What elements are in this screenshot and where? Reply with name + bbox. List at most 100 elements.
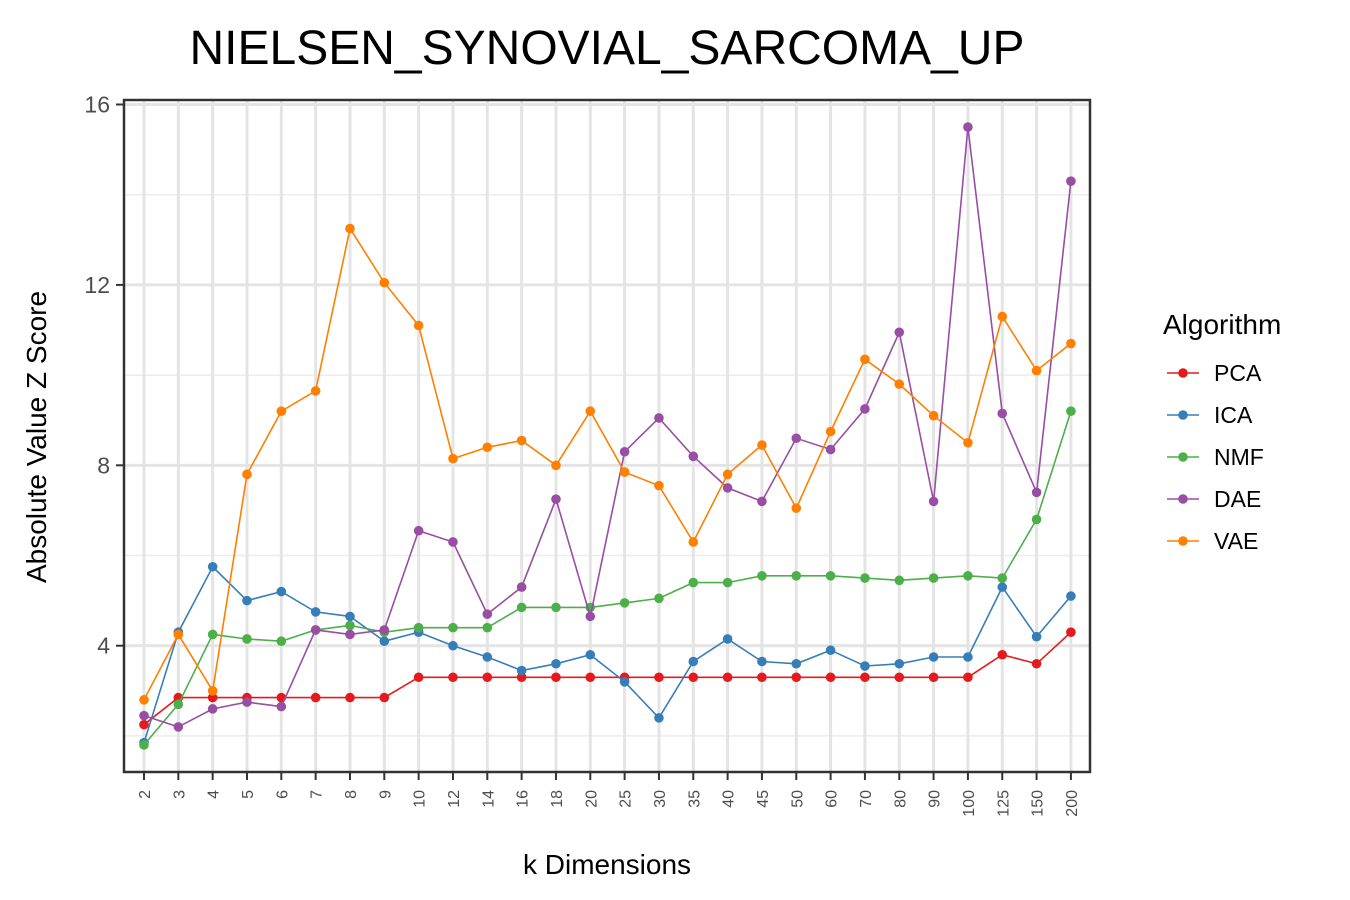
data-point — [516, 665, 527, 676]
data-point — [1031, 658, 1042, 669]
data-point — [791, 433, 802, 444]
data-point — [825, 444, 836, 455]
series-line — [143, 631, 1072, 726]
x-axis-title: k Dimensions — [523, 849, 691, 880]
data-point — [310, 386, 321, 396]
x-tick-label: 80 — [892, 790, 909, 808]
data-point — [379, 692, 390, 703]
data-point — [619, 446, 630, 457]
data-point — [345, 620, 355, 631]
data-point — [722, 634, 733, 644]
x-tick-label: 150 — [1030, 790, 1047, 817]
y-axis-title: Absolute Value Z Score — [21, 291, 52, 583]
data-point — [516, 602, 527, 613]
data-point — [379, 636, 390, 647]
data-point — [688, 537, 699, 547]
data-point — [757, 496, 767, 507]
data-point — [173, 629, 184, 640]
data-point — [482, 622, 493, 633]
data-point — [448, 537, 458, 547]
data-point — [825, 672, 836, 683]
data-point — [619, 676, 630, 687]
x-tick-label: 4 — [206, 790, 223, 799]
data-point — [551, 658, 561, 669]
legend-label: VAE — [1214, 528, 1258, 554]
legend-key-point — [1178, 452, 1188, 462]
data-point — [1066, 176, 1076, 186]
data-point — [963, 437, 973, 448]
legend-item-dae: DAE — [1167, 486, 1261, 512]
legend-key-point — [1178, 368, 1188, 378]
x-tick-label: 25 — [618, 790, 635, 808]
data-point — [242, 697, 252, 707]
x-tick-label: 18 — [549, 790, 566, 808]
data-point — [860, 354, 870, 365]
data-point — [654, 480, 664, 491]
data-point — [585, 611, 596, 622]
data-point — [894, 327, 905, 338]
data-point — [207, 704, 218, 714]
data-point — [619, 467, 630, 477]
data-point — [345, 692, 355, 703]
data-point — [791, 672, 802, 683]
data-point — [173, 722, 184, 732]
x-tick-label: 7 — [309, 790, 326, 799]
x-tick-label: 30 — [652, 790, 669, 808]
legend: Algorithm PCA ICA NMF DAE VAE — [1163, 309, 1281, 554]
data-point — [276, 586, 287, 597]
data-point — [242, 595, 252, 606]
data-point — [894, 658, 905, 669]
series-layer — [139, 122, 1076, 750]
x-tick-label: 10 — [412, 790, 429, 808]
x-tick-label: 14 — [480, 790, 497, 808]
data-point — [722, 469, 733, 480]
data-point — [757, 440, 767, 450]
legend-items: PCA ICA NMF DAE VAE — [1167, 360, 1264, 554]
x-tick-label: 2 — [137, 790, 154, 799]
data-point — [448, 622, 458, 633]
series-dae — [139, 122, 1076, 732]
data-point — [825, 571, 836, 581]
data-point — [1066, 591, 1076, 601]
data-point — [516, 582, 527, 592]
legend-label: ICA — [1214, 402, 1253, 428]
data-point — [860, 661, 870, 671]
data-point — [379, 625, 390, 635]
data-point — [997, 582, 1008, 592]
data-point — [448, 672, 458, 683]
data-point — [1031, 514, 1042, 525]
data-point — [448, 640, 458, 651]
data-point — [963, 571, 973, 581]
data-point — [1066, 406, 1076, 416]
data-point — [207, 629, 218, 640]
y-tick-label: 8 — [97, 452, 110, 478]
y-tick-label: 12 — [84, 272, 110, 298]
series-pca — [139, 627, 1076, 730]
data-point — [654, 713, 664, 723]
data-point — [516, 672, 527, 683]
legend-label: DAE — [1214, 486, 1261, 512]
legend-label: NMF — [1214, 444, 1264, 470]
data-point — [619, 598, 630, 608]
plot-border — [122, 98, 1092, 774]
series-line — [143, 410, 1072, 746]
x-tick-label: 200 — [1064, 790, 1081, 817]
grid — [124, 100, 1090, 772]
data-point — [688, 656, 699, 667]
data-point — [310, 607, 321, 617]
y-tick-label: 16 — [84, 92, 110, 118]
data-point — [997, 311, 1008, 322]
y-tick-label: 4 — [97, 633, 110, 659]
legend-item-pca: PCA — [1167, 360, 1262, 386]
data-point — [1031, 487, 1042, 498]
data-point — [791, 571, 802, 581]
data-point — [1066, 627, 1076, 637]
data-point — [997, 408, 1008, 419]
data-point — [482, 672, 493, 683]
data-point — [345, 611, 355, 622]
data-point — [1066, 338, 1076, 349]
data-point — [276, 701, 287, 712]
data-point — [860, 672, 870, 683]
data-point — [413, 672, 424, 683]
data-point — [379, 277, 390, 288]
